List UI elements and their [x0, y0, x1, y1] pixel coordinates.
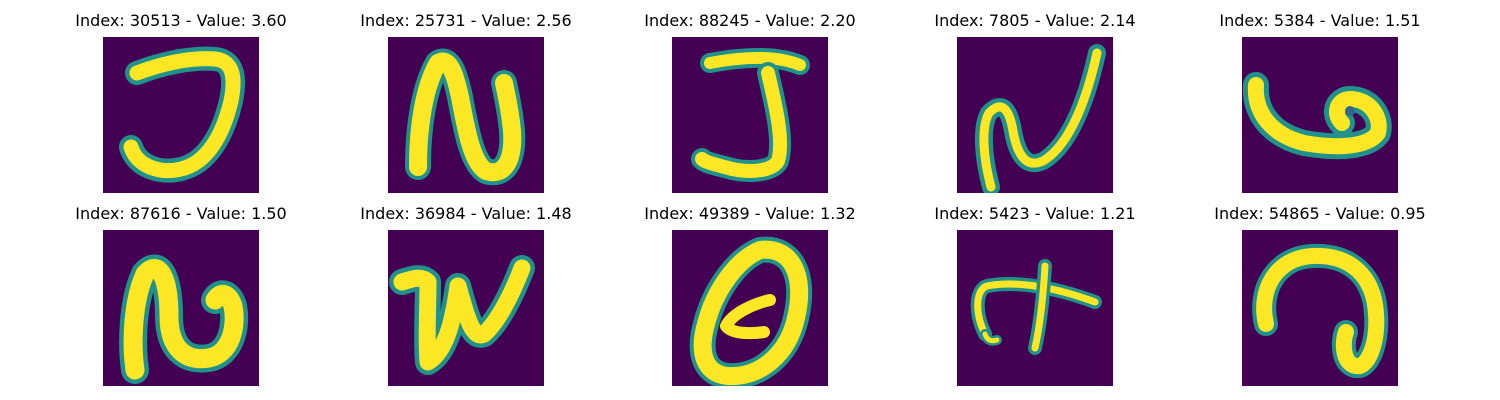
digit-image: [957, 230, 1113, 386]
digit-image: [388, 37, 544, 193]
panel-4: Index: 5384 - Value: 1.51: [1219, 10, 1421, 193]
panel-9: Index: 54865 - Value: 0.95: [1214, 203, 1426, 386]
digit-image: [103, 230, 259, 386]
digit-image: [672, 37, 828, 193]
panel-0: Index: 30513 - Value: 3.60: [75, 10, 287, 193]
panel-title: Index: 88245 - Value: 2.20: [644, 11, 856, 30]
panel-5: Index: 87616 - Value: 1.50: [75, 203, 287, 386]
digit-image: [672, 230, 828, 386]
panel-title: Index: 25731 - Value: 2.56: [360, 11, 572, 30]
panel-1: Index: 25731 - Value: 2.56: [360, 10, 572, 193]
panel-7: Index: 49389 - Value: 1.32: [644, 203, 856, 386]
panel-title: Index: 5384 - Value: 1.51: [1219, 11, 1421, 30]
panel-title: Index: 54865 - Value: 0.95: [1214, 204, 1426, 223]
panel-3: Index: 7805 - Value: 2.14: [934, 10, 1136, 193]
panel-title: Index: 7805 - Value: 2.14: [934, 11, 1136, 30]
panel-title: Index: 87616 - Value: 1.50: [75, 204, 287, 223]
panel-title: Index: 49389 - Value: 1.32: [644, 204, 856, 223]
panel-title: Index: 5423 - Value: 1.21: [934, 204, 1136, 223]
panel-6: Index: 36984 - Value: 1.48: [360, 203, 572, 386]
digit-image: [1242, 37, 1398, 193]
panel-title: Index: 30513 - Value: 3.60: [75, 11, 287, 30]
digit-image: [388, 230, 544, 386]
panel-8: Index: 5423 - Value: 1.21: [934, 203, 1136, 386]
digit-image: [103, 37, 259, 193]
digit-image: [1242, 230, 1398, 386]
panel-title: Index: 36984 - Value: 1.48: [360, 204, 572, 223]
panel-2: Index: 88245 - Value: 2.20: [644, 10, 856, 193]
digit-image: [957, 37, 1113, 193]
